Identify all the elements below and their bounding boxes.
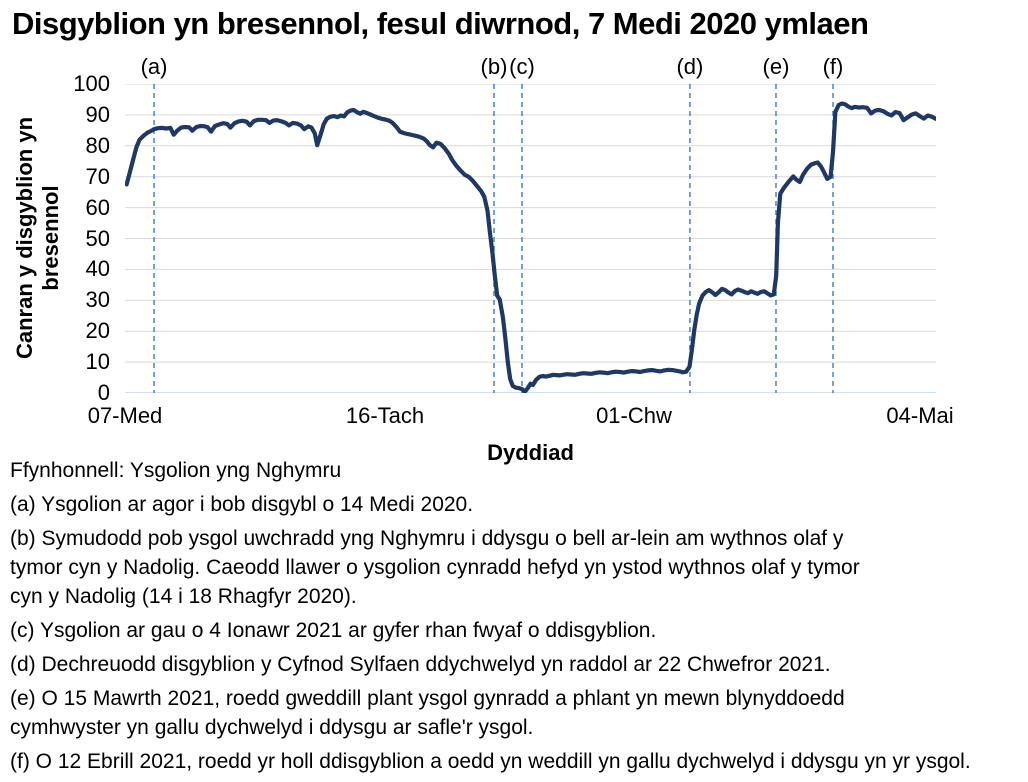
x-tick-label: 04-Mai xyxy=(886,403,954,428)
attendance-line xyxy=(125,101,936,393)
annotation-label-a: (a) xyxy=(140,54,168,79)
note-a: (a) Ysgolion ar agor i bob disgybl o 14 … xyxy=(10,493,474,516)
y-tick-label: 30 xyxy=(85,287,110,313)
footer-notes: Ffynhonnell: Ysgolion yng Nghymru (a) Ys… xyxy=(10,456,1022,781)
y-tick-label: 40 xyxy=(85,256,110,282)
y-tick-label: 100 xyxy=(73,71,110,96)
y-tick-label: 70 xyxy=(85,163,110,189)
note-e: (e) O 15 Mawrth 2021, roedd gweddill pla… xyxy=(10,687,845,739)
x-tick-label: 01-Chw xyxy=(596,403,672,428)
annotation-label-f: (f) xyxy=(822,54,844,79)
note-b: (b) Symudodd pob ysgol uwchradd yng Nghy… xyxy=(10,527,860,608)
source-note: Ffynhonnell: Ysgolion yng Nghymru xyxy=(10,459,342,482)
x-tick-label: 07-Med xyxy=(87,403,163,428)
annotation-label-e: (e) xyxy=(762,54,790,79)
annotation-label-d: (d) xyxy=(676,54,704,79)
series-line xyxy=(125,101,936,393)
x-axis-title: Dyddiad xyxy=(487,440,574,465)
y-tick-label: 0 xyxy=(97,380,110,405)
annotation-label-b: (b) xyxy=(480,54,508,79)
gridlines xyxy=(125,84,936,393)
y-tick-label: 10 xyxy=(85,349,110,375)
annotation-label-c: (c) xyxy=(509,54,535,79)
note-f: (f) O 12 Ebrill 2021, roedd yr holl ddis… xyxy=(10,750,971,773)
note-d: (d) Dechreuodd disgyblion y Cyfnod Sylfa… xyxy=(10,653,831,676)
x-tick-label: 16-Tach xyxy=(345,403,425,428)
plot-area xyxy=(125,84,936,393)
y-tick-label: 50 xyxy=(85,225,110,251)
y-tick-label: 90 xyxy=(85,101,110,127)
note-c: (c) Ysgolion ar gau o 4 Ionawr 2021 ar g… xyxy=(10,619,657,642)
y-tick-label: 60 xyxy=(85,194,110,220)
page-title: Disgyblion yn bresennol, fesul diwrnod, … xyxy=(12,6,869,41)
y-tick-label: 80 xyxy=(85,132,110,158)
y-tick-label: 20 xyxy=(85,318,110,344)
